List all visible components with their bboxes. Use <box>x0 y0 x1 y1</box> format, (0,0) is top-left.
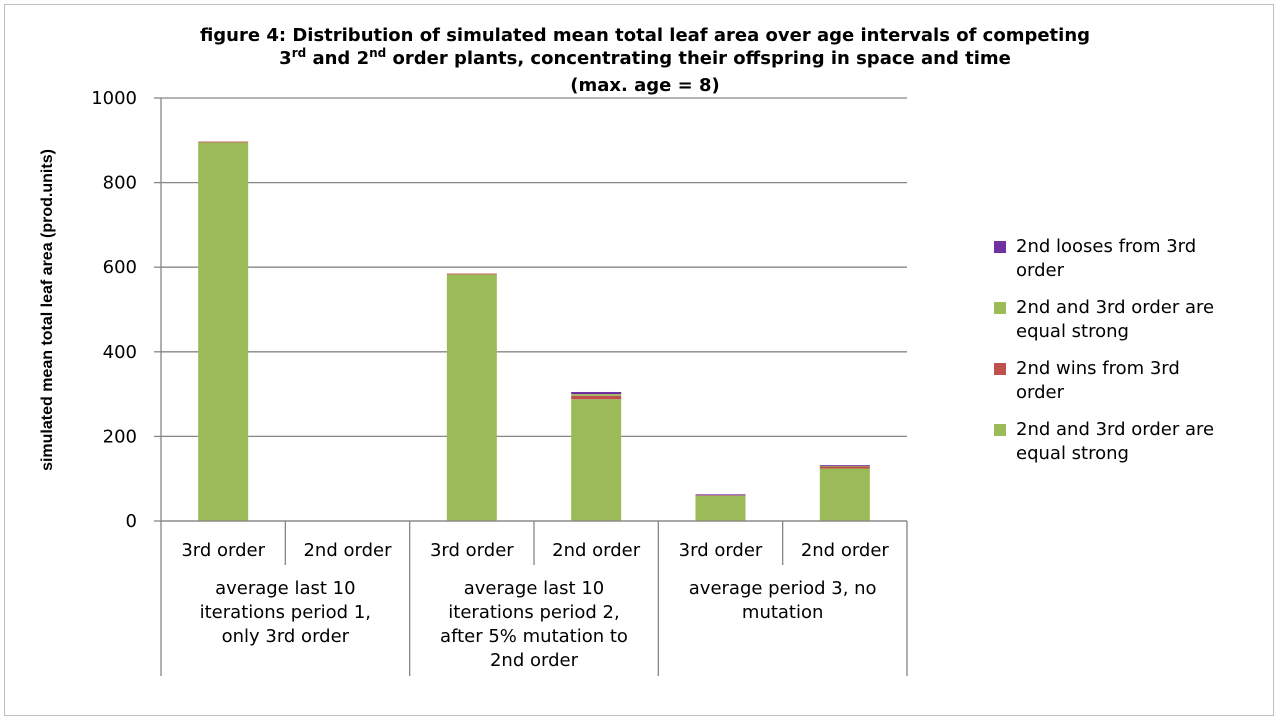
chart-title-line-3: (max. age = 8) <box>570 75 720 96</box>
legend-swatch <box>994 363 1006 375</box>
legend-swatch <box>994 424 1006 436</box>
bar-segment <box>571 391 622 395</box>
chart-title-line-1: figure 4: Distribution of simulated mean… <box>199 25 1091 46</box>
bar-segment <box>198 141 249 143</box>
legend-label: 2nd looses from 3rd <box>1016 236 1197 257</box>
title-sup: rd <box>291 46 307 60</box>
x-tick-label: 2nd order <box>801 540 890 561</box>
bar-segment <box>198 142 249 522</box>
legend-item: 2nd and 3rd order are equal strong <box>994 418 1274 466</box>
group-label: mutation <box>742 602 824 623</box>
legend-swatch <box>994 302 1006 314</box>
chart-frame <box>4 4 1274 716</box>
group-label: iterations period 2, <box>448 602 619 623</box>
group-label: average period 3, no <box>689 578 877 599</box>
bar-segment <box>819 465 870 467</box>
x-tick-label: 3rd order <box>181 540 265 561</box>
x-tick-label: 3rd order <box>679 540 763 561</box>
y-tick-label: 200 <box>103 426 137 447</box>
legend-label: order <box>1016 382 1064 403</box>
group-label: only 3rd order <box>222 626 350 647</box>
bar-segment <box>571 395 622 400</box>
title-part: 3 <box>279 48 292 69</box>
legend-item: 2nd looses from 3rd order <box>994 235 1274 283</box>
bar-segment <box>819 466 870 467</box>
group-label: average last 10 <box>464 578 605 599</box>
group-label: 2nd order <box>490 650 579 671</box>
legend-label: 2nd and 3rd order are <box>1016 297 1215 318</box>
bar-segment <box>695 495 746 496</box>
title-part: and 2 <box>306 48 370 69</box>
y-tick-label: 800 <box>103 173 137 194</box>
legend-label: 2nd wins from 3rd <box>1016 358 1180 379</box>
bar-segment <box>446 273 497 275</box>
group-label: after 5% mutation to <box>440 626 628 647</box>
y-tick-label: 0 <box>126 511 137 532</box>
x-tick-label: 3rd order <box>430 540 514 561</box>
title-sup: nd <box>369 46 387 60</box>
x-tick-label: 2nd order <box>303 540 392 561</box>
bar-segment <box>571 399 622 521</box>
chart-title-line-2: 3rd and 2nd order plants, concentrating … <box>0 46 1280 70</box>
bar-segment <box>446 274 497 521</box>
title-part: order plants, concentrating their offspr… <box>386 48 1011 69</box>
legend-label: 2nd and 3rd order are <box>1016 419 1215 440</box>
group-label: iterations period 1, <box>200 602 371 623</box>
y-tick-label: 1000 <box>91 88 137 109</box>
x-tick-label: 2nd order <box>552 540 641 561</box>
bar-segment <box>571 394 622 396</box>
legend-swatch <box>994 241 1006 253</box>
bar-segment <box>819 466 870 469</box>
legend-label: equal strong <box>1016 443 1129 464</box>
bar-segment <box>695 495 746 521</box>
legend-label: equal strong <box>1016 321 1129 342</box>
legend-item: 2nd wins from 3rd order <box>994 357 1274 405</box>
legend-item: 2nd and 3rd order are equal strong <box>994 296 1274 344</box>
legend-label: order <box>1016 260 1064 281</box>
bar-segment <box>819 468 870 521</box>
chart-legend: 2nd looses from 3rd order 2nd and 3rd orde… <box>994 235 1274 479</box>
y-tick-label: 600 <box>103 257 137 278</box>
bar-segment <box>695 494 746 496</box>
group-label: average last 10 <box>215 578 356 599</box>
y-tick-label: 400 <box>103 342 137 363</box>
